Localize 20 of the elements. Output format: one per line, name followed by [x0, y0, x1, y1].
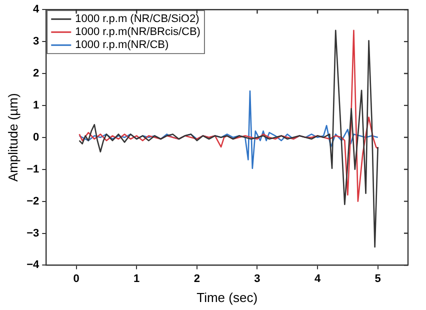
- legend-label: 1000 r.p.m (NR/CB/SiO2): [75, 13, 200, 26]
- y-tick-label: −1: [26, 163, 40, 176]
- y-tick-label: −2: [26, 195, 40, 208]
- y-tick-label: 2: [33, 68, 40, 80]
- y-tick-label: 4: [33, 4, 40, 16]
- legend-label: 1000 r.p.m(NR/BRcis/CB): [75, 26, 200, 38]
- y-axis-title: Amplitude (µm): [5, 93, 20, 182]
- y-tick-label: 0: [33, 131, 40, 144]
- y-tick-label: −4: [26, 259, 40, 272]
- x-axis-title: Time (sec): [196, 290, 258, 305]
- x-tick-label: 1: [134, 272, 140, 285]
- x-tick-label: 5: [374, 272, 381, 285]
- y-tick-label: 3: [33, 36, 40, 48]
- y-tick-label: 1: [33, 99, 40, 112]
- y-tick-label: −3: [26, 227, 40, 240]
- x-tick-label: 2: [194, 272, 200, 285]
- x-tick-label: 3: [254, 272, 260, 285]
- x-tick-label: 0: [73, 272, 80, 285]
- legend-label: 1000 r.p.m(NR/CB): [75, 39, 169, 52]
- x-tick-label: 4: [314, 272, 322, 285]
